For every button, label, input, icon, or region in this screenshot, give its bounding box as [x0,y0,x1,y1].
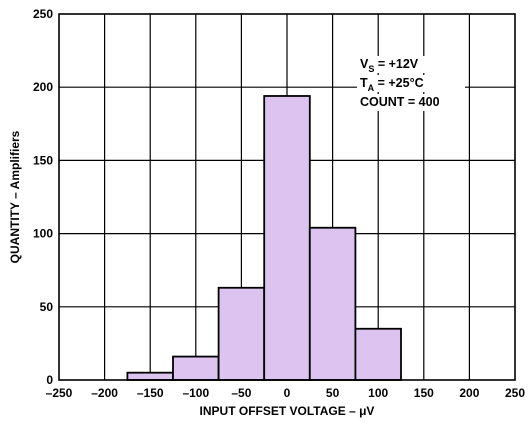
plot-frame [58,13,516,381]
conditions-annotation: VS = +12V TA = +25°C COUNT = 400 [357,56,465,111]
annotation-line: COUNT = 400 [360,95,440,109]
x-tick-label: –250 [46,386,73,400]
x-tick-label: 50 [326,386,340,400]
histogram-bar [263,95,311,381]
y-tick-label: 100 [33,227,53,241]
x-tick-label: –50 [231,386,251,400]
y-tick-label: 200 [33,80,53,94]
x-tick-label: –150 [137,386,164,400]
histogram-bar [308,226,357,381]
y-tick-label: 250 [33,7,53,21]
y-tick-label: 0 [46,373,53,387]
x-tick-label: –200 [91,386,118,400]
annotation-line: TA = +25°C [360,76,424,93]
annotation-backdrop [357,75,465,92]
annotation-backdrop [357,94,465,111]
x-tick-labels: –250 –200 –150 –100 –50 0 50 100 150 200 250 [46,386,526,400]
x-axis-label: INPUT OFFSET VOLTAGE – μV [200,404,375,418]
x-tick-label: 100 [368,386,388,400]
x-tick-label: 150 [414,386,434,400]
histogram-bar [354,327,402,381]
histogram-bars [126,95,402,381]
annotation-line: VS = +12V [360,57,419,74]
y-tick-label: 150 [33,153,53,167]
x-tick-label: 200 [459,386,479,400]
annotation-backdrop [357,56,465,73]
x-tick-label: 0 [284,386,291,400]
histogram-bar [126,371,174,381]
y-tick-labels: 0 50 100 150 200 250 [33,7,53,387]
x-tick-label: –100 [182,386,209,400]
x-tick-label: 250 [505,386,525,400]
histogram-bar [217,286,266,381]
y-axis-label: QUANTITY – Amplifiers [8,130,22,263]
y-tick-label: 50 [40,300,54,314]
histogram-bar [172,355,220,381]
